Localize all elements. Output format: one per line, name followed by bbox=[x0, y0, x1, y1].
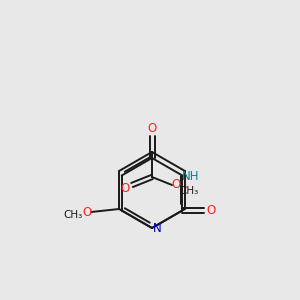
Text: O: O bbox=[82, 206, 92, 218]
Text: CH₃: CH₃ bbox=[64, 210, 83, 220]
Text: CH₃: CH₃ bbox=[179, 186, 199, 196]
Text: N: N bbox=[153, 223, 161, 236]
Text: O: O bbox=[207, 204, 216, 217]
Text: O: O bbox=[171, 178, 181, 191]
Text: NH: NH bbox=[182, 170, 199, 183]
Text: O: O bbox=[147, 122, 157, 136]
Text: O: O bbox=[120, 182, 130, 196]
